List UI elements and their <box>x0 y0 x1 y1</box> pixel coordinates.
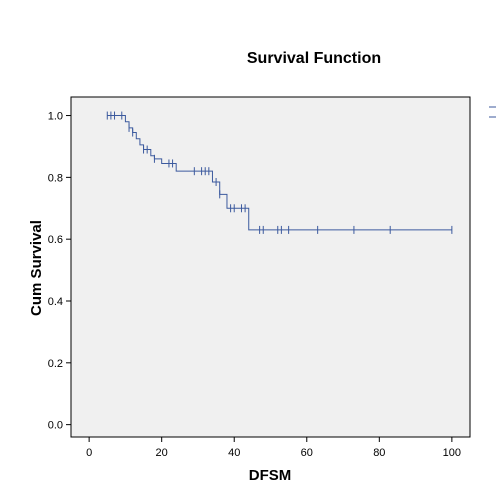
x-tick-label: 0 <box>86 447 92 459</box>
y-tick-label: 0.6 <box>48 234 63 246</box>
survival-curve <box>107 115 452 231</box>
x-tick-label: 60 <box>301 447 313 459</box>
y-tick-label: 0.4 <box>48 296 63 308</box>
y-axis-ticks: 0.0 0.2 0.4 0.6 0.8 1.0 <box>48 111 71 432</box>
chart-title: Survival Function <box>247 50 381 67</box>
y-axis-label: Cum Survival <box>28 220 45 316</box>
x-tick-label: 20 <box>156 447 168 459</box>
plot-area <box>70 96 471 438</box>
y-tick-label: 0.2 <box>48 358 63 370</box>
x-axis-label: DFSM <box>249 467 292 484</box>
y-tick-label: 0.0 <box>48 420 63 432</box>
y-tick-label: 0.8 <box>48 172 63 184</box>
x-tick-label: 40 <box>228 447 240 459</box>
x-axis-ticks: 0 20 40 60 80 100 <box>86 437 461 459</box>
x-tick-label: 80 <box>373 447 385 459</box>
y-tick-label: 1.0 <box>48 111 63 123</box>
x-tick-label: 100 <box>443 447 461 459</box>
censor-marks <box>106 111 453 234</box>
